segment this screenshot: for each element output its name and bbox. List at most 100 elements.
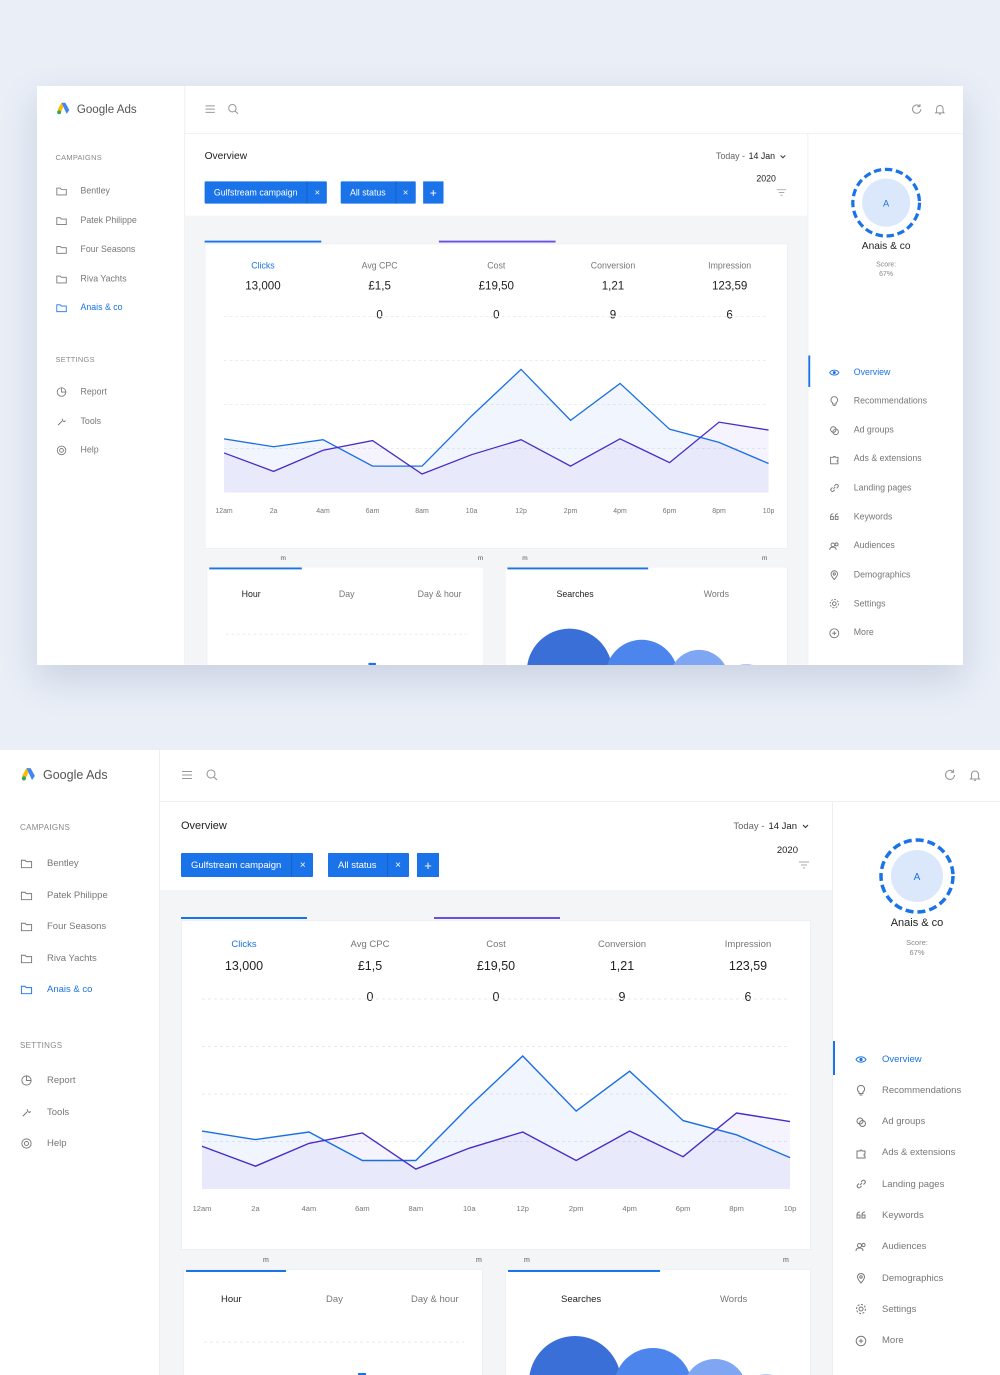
searches-card: Searches Words xyxy=(505,1269,811,1375)
score-ring xyxy=(879,838,955,914)
folder-icon xyxy=(56,275,67,283)
dashboard-preview: Google Ads CAMPAIGNS Bentley Patek Philip… xyxy=(37,86,963,665)
right-nav-overview[interactable]: Overview xyxy=(855,1053,922,1065)
remove-filter-button[interactable]: × xyxy=(386,853,409,877)
campaign-item-anais-co[interactable]: Anais & co xyxy=(56,302,123,314)
settings-item-report[interactable]: Report xyxy=(56,386,107,398)
nav-label: Four Seasons xyxy=(47,921,107,932)
campaign-item-anais-co[interactable]: Anais & co xyxy=(20,983,92,996)
settings-item-tools[interactable]: Tools xyxy=(20,1106,69,1119)
right-nav-audiences[interactable]: Audiences xyxy=(829,540,895,551)
metric-conversion[interactable]: Conversion 1,21 9 xyxy=(567,261,660,321)
settings-item-help[interactable]: Help xyxy=(56,444,99,456)
metric-value: 1,21 xyxy=(609,959,635,973)
date-picker[interactable]: Today - 14 Jan xyxy=(733,821,810,832)
filter-chip-campaign[interactable]: Gulfstream campaign × xyxy=(181,853,314,877)
settings-item-tools[interactable]: Tools xyxy=(56,415,101,427)
metric-clicks[interactable]: Clicks 13,000 xyxy=(217,261,310,292)
metric-avg-cpc[interactable]: Avg CPC £1,5 0 xyxy=(333,261,426,321)
metric-impression[interactable]: Impression 123,59 6 xyxy=(683,261,776,321)
right-nav-more[interactable]: More xyxy=(829,627,874,638)
remove-filter-button[interactable]: × xyxy=(291,853,313,877)
right-nav-ads-extensions[interactable]: Ads & extensions xyxy=(829,454,922,465)
right-nav-demographics[interactable]: Demographics xyxy=(855,1272,943,1284)
nav-label: Patek Philippe xyxy=(47,889,108,901)
remove-filter-button[interactable]: × xyxy=(394,181,415,204)
metric-cost[interactable]: Cost £19,50 0 xyxy=(446,939,546,1004)
menu-icon[interactable] xyxy=(180,768,194,782)
folder-icon xyxy=(56,245,67,254)
remove-filter-button[interactable]: × xyxy=(306,181,327,204)
right-nav-recommendations[interactable]: Recommendations xyxy=(855,1084,961,1096)
right-nav-demographics[interactable]: Demographics xyxy=(829,569,910,581)
metric-impression[interactable]: Impression 123,59 6 xyxy=(698,939,798,1004)
filter-icon[interactable] xyxy=(798,859,810,871)
right-nav-recommendations[interactable]: Recommendations xyxy=(829,396,927,407)
metric-cost[interactable]: Cost £19,50 0 xyxy=(450,261,543,321)
quote-icon xyxy=(830,512,839,520)
refresh-icon[interactable] xyxy=(910,103,923,116)
tab-searches[interactable]: Searches xyxy=(556,589,594,600)
filter-chip-campaign[interactable]: Gulfstream campaign × xyxy=(204,181,328,204)
puzzle-icon xyxy=(856,1149,866,1159)
tab-hour[interactable]: Hour xyxy=(221,1294,242,1305)
active-tab-underline xyxy=(508,1270,660,1272)
campaign-item-bentley[interactable]: Bentley xyxy=(20,857,79,870)
bell-icon[interactable] xyxy=(968,768,982,782)
filter-icon[interactable] xyxy=(776,187,787,198)
campaign-item-four-seasons[interactable]: Four Seasons xyxy=(56,243,135,255)
tab-day-hour[interactable]: Day & hour xyxy=(411,1294,459,1305)
tab-day[interactable]: Day xyxy=(326,1294,343,1305)
filter-chip-label: Gulfstream campaign xyxy=(191,859,282,871)
tab-day-hour[interactable]: Day & hour xyxy=(417,589,462,600)
right-nav-settings[interactable]: Settings xyxy=(829,598,886,609)
metric-clicks[interactable]: Clicks 13,000 xyxy=(194,939,294,973)
filter-chip-label: All status xyxy=(338,859,377,871)
search-icon[interactable] xyxy=(227,103,240,116)
metric-avg-cpc[interactable]: Avg CPC £1,5 0 xyxy=(320,939,420,1004)
tab-words[interactable]: Words xyxy=(720,1294,748,1305)
filter-chip-status[interactable]: All status × xyxy=(340,181,416,204)
campaign-item-riva-yachts[interactable]: Riva Yachts xyxy=(20,952,97,965)
tab-searches[interactable]: Searches xyxy=(561,1294,602,1305)
nav-label: Ads & extensions xyxy=(882,1147,956,1159)
settings-item-help[interactable]: Help xyxy=(20,1137,67,1150)
date-picker[interactable]: Today - 14 Jan xyxy=(716,152,787,162)
right-nav-landing-pages[interactable]: Landing pages xyxy=(829,483,911,494)
campaign-item-four-seasons[interactable]: Four Seasons xyxy=(20,920,106,933)
right-nav-audiences[interactable]: Audiences xyxy=(855,1241,926,1253)
active-nav-indicator xyxy=(808,355,811,387)
metric-conversion[interactable]: Conversion 1,21 9 xyxy=(572,939,672,1004)
add-filter-button[interactable]: + xyxy=(423,181,444,204)
right-nav-settings[interactable]: Settings xyxy=(855,1303,916,1315)
campaign-item-bentley[interactable]: Bentley xyxy=(56,185,110,197)
nav-label: Settings xyxy=(853,598,886,610)
add-filter-button[interactable]: + xyxy=(417,853,439,877)
campaign-item-patek-philippe[interactable]: Patek Philippe xyxy=(56,214,137,226)
settings-item-report[interactable]: Report xyxy=(20,1074,76,1087)
campaign-item-patek-philippe[interactable]: Patek Philippe xyxy=(20,889,108,902)
right-nav-landing-pages[interactable]: Landing pages xyxy=(855,1178,944,1190)
right-nav-ad-groups[interactable]: Ad groups xyxy=(829,425,894,436)
filter-chip-status[interactable]: All status × xyxy=(328,853,409,877)
x-tick-label: 4am xyxy=(302,1204,317,1213)
logo[interactable]: Google Ads xyxy=(56,101,137,117)
bell-icon[interactable] xyxy=(933,103,946,116)
refresh-icon[interactable] xyxy=(943,768,957,782)
right-nav-ads-extensions[interactable]: Ads & extensions xyxy=(855,1147,955,1159)
pie-chart-icon xyxy=(56,387,67,397)
x-tick-label: 6am xyxy=(366,508,380,515)
right-nav-keywords[interactable]: Keywords xyxy=(829,511,892,522)
tab-hour[interactable]: Hour xyxy=(241,589,261,600)
right-nav-keywords[interactable]: Keywords xyxy=(855,1210,924,1222)
campaign-item-riva-yachts[interactable]: Riva Yachts xyxy=(56,273,127,285)
logo[interactable]: Google Ads xyxy=(20,766,108,783)
tab-words[interactable]: Words xyxy=(703,589,729,600)
folder-icon xyxy=(56,187,67,196)
right-nav-more[interactable]: More xyxy=(855,1335,904,1347)
menu-icon[interactable] xyxy=(204,103,217,116)
right-nav-ad-groups[interactable]: Ad groups xyxy=(855,1116,925,1128)
search-icon[interactable] xyxy=(205,768,219,782)
tab-day[interactable]: Day xyxy=(338,589,355,600)
right-nav-overview[interactable]: Overview xyxy=(829,367,890,378)
